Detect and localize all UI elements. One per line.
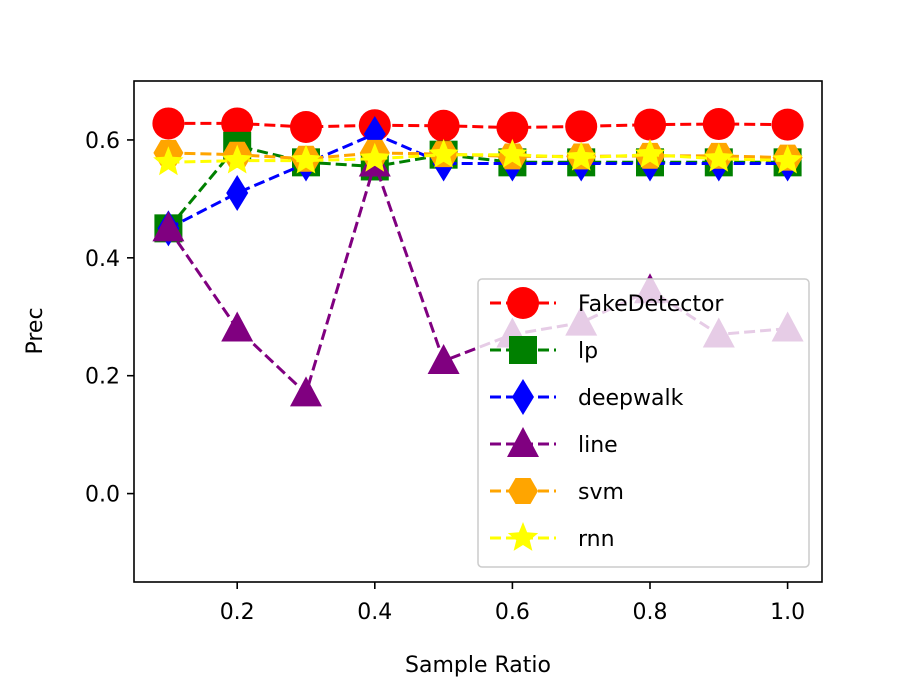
data-point-rnn — [566, 141, 597, 171]
data-point-rnn — [428, 138, 459, 168]
data-point-fakedetector — [427, 109, 460, 142]
data-point-rnn — [222, 144, 253, 174]
legend-label: FakeDetector — [578, 292, 724, 317]
legend: FakeDetector lp deepwalk line svm rnn — [477, 278, 810, 568]
data-point-rnn — [634, 138, 666, 168]
y-tick-label: 0.2 — [85, 365, 120, 390]
data-point-rnn — [153, 146, 184, 176]
data-point-fakedetector — [152, 107, 185, 140]
x-tick-label: 0.4 — [357, 600, 392, 625]
data-point-rnn — [772, 144, 803, 174]
data-point-fakedetector — [496, 111, 529, 144]
legend-item-line: line — [490, 427, 618, 458]
legend-marker-fakedetector — [507, 287, 539, 319]
data-point-fakedetector — [771, 108, 804, 141]
legend-label: rnn — [578, 527, 615, 552]
data-point-line — [152, 211, 185, 242]
series-line-rnn — [168, 153, 788, 164]
series-line-deepwalk — [167, 132, 788, 230]
x-tick-label: 0.2 — [220, 600, 255, 625]
data-point-rnn — [290, 144, 322, 174]
legend-marker-lp — [509, 336, 537, 364]
series-rnn — [153, 138, 803, 176]
legend-label: lp — [578, 339, 598, 364]
data-point-line — [221, 311, 254, 342]
axis-ticks: 0.2 0.4 0.6 0.8 1.0 0.0 0.2 0.4 0.6 — [85, 129, 805, 625]
data-point-fakedetector — [634, 108, 666, 141]
data-point-line — [427, 343, 460, 374]
series-line-line — [167, 158, 788, 397]
data-point-line — [290, 376, 322, 407]
legend-item-deepwalk: deepwalk — [490, 379, 684, 415]
legend-item-rnn: rnn — [490, 522, 615, 552]
x-tick-label: 1.0 — [770, 600, 805, 625]
x-tick-label: 0.8 — [633, 600, 668, 625]
data-point-fakedetector — [565, 110, 598, 143]
legend-label: line — [578, 433, 618, 458]
data-point-fakedetector — [702, 108, 735, 141]
legend-marker-line — [507, 427, 539, 457]
series-line-fakedetector — [168, 121, 788, 130]
data-point-rnn — [359, 142, 390, 172]
legend-item-svm: svm — [490, 478, 624, 505]
data-point-rnn — [703, 142, 734, 172]
legend-label: deepwalk — [578, 386, 684, 411]
legend-item-fakedetector: FakeDetector — [490, 287, 724, 319]
plot-frame — [133, 80, 823, 583]
legend-box — [477, 278, 810, 568]
legend-marker-deepwalk — [512, 379, 534, 415]
data-point-deepwalk — [226, 174, 249, 211]
legend-item-lp: lp — [490, 336, 598, 364]
y-tick-label: 0.0 — [85, 483, 120, 508]
legend-marker-rnn — [507, 522, 539, 551]
data-point-fakedetector — [290, 110, 322, 143]
legend-marker-svm — [508, 478, 538, 504]
y-tick-label: 0.6 — [85, 129, 120, 154]
y-axis-label: Prec — [23, 307, 48, 354]
data-point-fakedetector — [221, 107, 254, 140]
x-tick-label: 0.6 — [495, 600, 530, 625]
legend-label: svm — [578, 480, 624, 505]
data-point-rnn — [497, 138, 528, 168]
y-tick-label: 0.4 — [85, 247, 120, 272]
x-axis-label: Sample Ratio — [405, 653, 551, 678]
